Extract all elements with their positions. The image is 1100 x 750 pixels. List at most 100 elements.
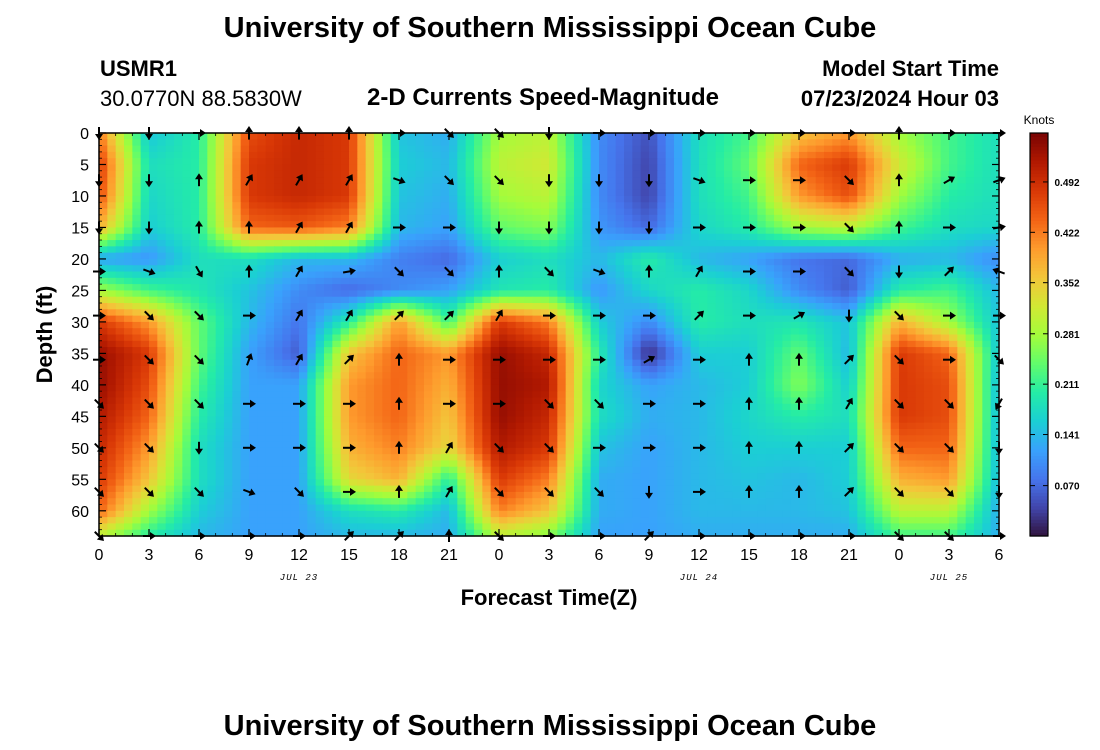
heatmap-cell	[499, 340, 508, 348]
heatmap-cell	[707, 258, 717, 266]
heatmap-cell	[374, 202, 383, 210]
heatmap-cell	[357, 139, 367, 147]
heatmap-cell	[657, 384, 667, 392]
heatmap-cell	[449, 296, 458, 304]
heatmap-cell	[332, 246, 342, 254]
heatmap-cell	[290, 315, 300, 323]
heatmap-cell	[990, 340, 1000, 348]
heatmap-cell	[715, 403, 725, 411]
heatmap-cell	[649, 233, 658, 241]
heatmap-cell	[590, 252, 600, 260]
heatmap-cell	[557, 183, 567, 191]
heatmap-cell	[574, 277, 583, 285]
heatmap-cell	[699, 303, 708, 310]
heatmap-cell	[824, 328, 833, 336]
heatmap-cell	[749, 328, 758, 336]
heatmap-cell	[99, 296, 108, 304]
heatmap-cell	[365, 227, 375, 235]
heatmap-cell	[190, 246, 200, 254]
heatmap-cell	[124, 177, 133, 184]
heatmap-cell	[324, 177, 333, 184]
heatmap-cell	[240, 214, 250, 222]
heatmap-cell	[474, 365, 483, 373]
heatmap-cell	[965, 290, 975, 298]
heatmap-cell	[299, 422, 308, 430]
heatmap-cell	[232, 177, 242, 184]
heatmap-cell	[474, 170, 483, 178]
heatmap-cell	[474, 183, 483, 191]
heatmap-cell	[815, 227, 825, 235]
heatmap-cell	[557, 290, 567, 298]
heatmap-cell	[224, 189, 233, 197]
heatmap-cell	[282, 422, 292, 430]
heatmap-cell	[332, 214, 342, 222]
heatmap-cell	[899, 164, 908, 172]
heatmap-cell	[174, 258, 183, 266]
heatmap-cell	[540, 240, 550, 247]
heatmap-cell	[449, 353, 458, 361]
heatmap-cell	[849, 240, 858, 247]
heatmap-cell	[290, 133, 300, 140]
heatmap-cell	[240, 410, 250, 417]
heatmap-cell	[724, 258, 733, 266]
heatmap-cell	[607, 391, 617, 399]
heatmap-cell	[807, 170, 817, 178]
heatmap-cell	[274, 208, 283, 216]
heatmap-cell	[782, 258, 792, 266]
heatmap-cell	[115, 416, 125, 424]
heatmap-cell	[740, 202, 750, 210]
heatmap-cell	[890, 177, 900, 184]
heatmap-cell	[307, 233, 317, 241]
heatmap-cell	[949, 397, 958, 405]
heatmap-cell	[390, 384, 400, 392]
heatmap-cell	[399, 321, 408, 329]
heatmap-cell	[657, 290, 667, 298]
heatmap-cell	[257, 208, 267, 216]
heatmap-cell	[649, 170, 658, 178]
heatmap-cell	[265, 309, 275, 317]
heatmap-cell	[599, 195, 608, 203]
heatmap-cell	[665, 139, 675, 147]
heatmap-cell	[282, 315, 292, 323]
heatmap-cell	[607, 246, 617, 254]
heatmap-cell	[532, 309, 542, 317]
heatmap-cell	[832, 221, 842, 229]
heatmap-cell	[257, 202, 267, 210]
heatmap-cell	[874, 227, 883, 235]
heatmap-cell	[407, 240, 417, 247]
heatmap-cell	[132, 296, 142, 304]
heatmap-cell	[515, 177, 525, 184]
heatmap-cell	[465, 315, 475, 323]
heatmap-cell	[315, 246, 325, 254]
heatmap-cell	[674, 359, 683, 367]
heatmap-cell	[557, 315, 567, 323]
heatmap-cell	[124, 353, 133, 361]
heatmap-cell	[490, 133, 500, 140]
heatmap-cell	[449, 416, 458, 424]
heatmap-cell	[615, 296, 625, 304]
heatmap-cell	[132, 195, 142, 203]
heatmap-cell	[732, 208, 742, 216]
heatmap-cell	[240, 334, 250, 342]
heatmap-cell	[749, 384, 758, 392]
heatmap-cell	[815, 403, 825, 411]
heatmap-cell	[849, 214, 858, 222]
heatmap-cell	[132, 391, 142, 399]
heatmap-cell	[265, 391, 275, 399]
heatmap-cell	[832, 277, 842, 285]
heatmap-cell	[440, 214, 450, 222]
heatmap-cell	[532, 158, 542, 166]
heatmap-cell	[165, 290, 175, 298]
heatmap-cell	[332, 240, 342, 247]
heatmap-cell	[949, 208, 958, 216]
heatmap-cell	[390, 334, 400, 342]
heatmap-cell	[257, 240, 267, 247]
heatmap-cell	[890, 158, 900, 166]
heatmap-cell	[524, 372, 533, 380]
heatmap-cell	[165, 202, 175, 210]
heatmap-cell	[740, 277, 750, 285]
heatmap-cell	[140, 271, 150, 279]
heatmap-cell	[407, 195, 417, 203]
heatmap-cell	[965, 303, 975, 310]
heatmap-cell	[482, 340, 492, 348]
